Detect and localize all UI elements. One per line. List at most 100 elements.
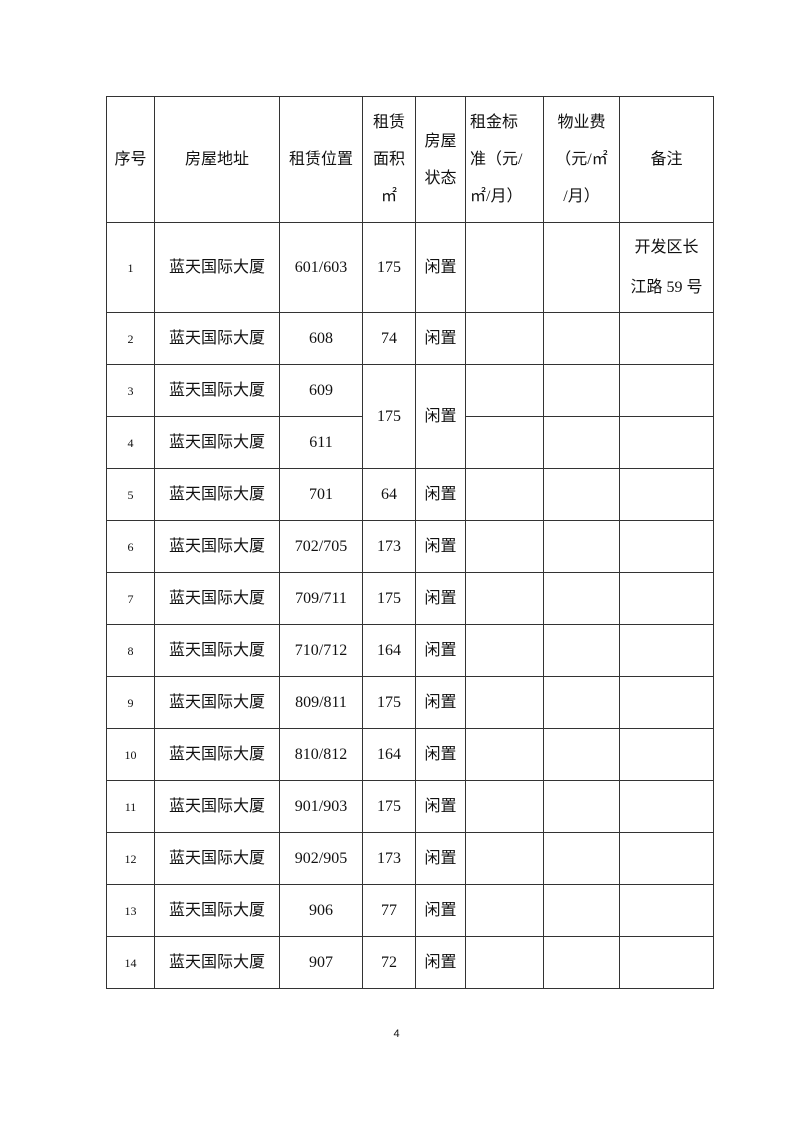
cell-note xyxy=(619,676,714,729)
cell-location: 709/711 xyxy=(279,572,363,625)
header-line: 租金标 xyxy=(470,114,519,131)
cell-rent xyxy=(465,624,544,677)
cell-location: 710/712 xyxy=(279,624,363,677)
table-row: 8 蓝天国际大厦 710/712 164 闲置 xyxy=(106,624,714,677)
cell-note xyxy=(619,728,714,781)
cell-fee xyxy=(543,624,620,677)
cell-area: 72 xyxy=(362,936,416,989)
cell-fee xyxy=(543,676,620,729)
cell-address: 蓝天国际大厦 xyxy=(154,468,280,521)
cell-address: 蓝天国际大厦 xyxy=(154,936,280,989)
cell-address: 蓝天国际大厦 xyxy=(154,222,280,313)
table-row: 1 蓝天国际大厦 601/603 175 闲置 开发区长 江路 59 号 xyxy=(106,222,714,313)
cell-location: 608 xyxy=(279,312,363,365)
cell-fee xyxy=(543,780,620,833)
cell-no: 12 xyxy=(106,832,155,885)
cell-address: 蓝天国际大厦 xyxy=(154,728,280,781)
note-line: 江路 59 号 xyxy=(630,278,703,296)
cell-status: 闲置 xyxy=(415,624,466,677)
cell-area: 175 xyxy=(362,364,416,469)
table-row: 11 蓝天国际大厦 901/903 175 闲置 xyxy=(106,780,714,833)
cell-note xyxy=(619,624,714,677)
cell-status: 闲置 xyxy=(415,832,466,885)
cell-fee xyxy=(543,222,620,313)
page-number: 4 xyxy=(393,1028,400,1040)
header-line: 房屋地址 xyxy=(184,151,249,168)
cell-fee xyxy=(543,936,620,989)
cell-fee xyxy=(543,884,620,937)
cell-status: 闲置 xyxy=(415,728,466,781)
table-row: 10 蓝天国际大厦 810/812 164 闲置 xyxy=(106,728,714,781)
cell-note: 开发区长 江路 59 号 xyxy=(619,222,714,313)
header-line: 租赁 xyxy=(372,114,405,131)
cell-fee xyxy=(543,416,620,469)
cell-rent xyxy=(465,312,544,365)
table-row: 4 蓝天国际大厦 611 xyxy=(106,416,714,469)
cell-rent xyxy=(465,520,544,573)
cell-address: 蓝天国际大厦 xyxy=(154,312,280,365)
table-row: 6 蓝天国际大厦 702/705 173 闲置 xyxy=(106,520,714,573)
header-line: 准（元/ xyxy=(470,151,523,168)
cell-note xyxy=(619,312,714,365)
header-line: 状态 xyxy=(424,169,457,187)
cell-rent xyxy=(465,884,544,937)
cell-rent xyxy=(465,222,544,313)
cell-no: 3 xyxy=(106,364,155,417)
cell-location: 611 xyxy=(279,416,363,469)
cell-note xyxy=(619,520,714,573)
cell-no: 14 xyxy=(106,936,155,989)
cell-address: 蓝天国际大厦 xyxy=(154,624,280,677)
cell-note xyxy=(619,780,714,833)
cell-address: 蓝天国际大厦 xyxy=(154,676,280,729)
cell-fee xyxy=(543,364,620,417)
cell-status: 闲置 xyxy=(415,780,466,833)
cell-area: 175 xyxy=(362,780,416,833)
table-row: 3 蓝天国际大厦 609 175 闲置 xyxy=(106,364,714,469)
cell-no: 11 xyxy=(106,780,155,833)
header-line: 备注 xyxy=(650,151,683,168)
table-row: 12 蓝天国际大厦 902/905 173 闲置 xyxy=(106,832,714,885)
cell-no: 7 xyxy=(106,572,155,625)
header-line: 序号 xyxy=(114,151,147,168)
header-fee: 物业费 （元/㎡ /月） xyxy=(543,96,620,223)
cell-rent xyxy=(465,780,544,833)
cell-address: 蓝天国际大厦 xyxy=(154,364,280,417)
header-line: 租赁位置 xyxy=(288,151,353,168)
cell-address: 蓝天国际大厦 xyxy=(154,780,280,833)
header-rent: 租金标 准（元/ ㎡/月） xyxy=(465,96,544,223)
cell-status: 闲置 xyxy=(415,468,466,521)
cell-note xyxy=(619,832,714,885)
cell-no: 13 xyxy=(106,884,155,937)
header-location: 租赁位置 xyxy=(279,96,363,223)
cell-area: 175 xyxy=(362,572,416,625)
cell-area: 175 xyxy=(362,222,416,313)
cell-fee xyxy=(543,832,620,885)
cell-location: 601/603 xyxy=(279,222,363,313)
header-line: 面积 xyxy=(372,151,405,168)
cell-location: 609 xyxy=(279,364,363,417)
cell-note xyxy=(619,416,714,469)
cell-fee xyxy=(543,520,620,573)
cell-rent xyxy=(465,676,544,729)
cell-no: 2 xyxy=(106,312,155,365)
cell-rent xyxy=(465,364,544,417)
cell-note xyxy=(619,468,714,521)
cell-address: 蓝天国际大厦 xyxy=(154,572,280,625)
cell-fee xyxy=(543,572,620,625)
cell-status: 闲置 xyxy=(415,884,466,937)
cell-no: 10 xyxy=(106,728,155,781)
cell-no: 6 xyxy=(106,520,155,573)
cell-status: 闲置 xyxy=(415,520,466,573)
table-row: 14 蓝天国际大厦 907 72 闲置 xyxy=(106,936,714,989)
cell-area: 173 xyxy=(362,832,416,885)
cell-area: 164 xyxy=(362,728,416,781)
header-line: /月） xyxy=(563,188,600,205)
cell-area: 74 xyxy=(362,312,416,365)
header-address: 房屋地址 xyxy=(154,96,280,223)
cell-address: 蓝天国际大厦 xyxy=(154,832,280,885)
table-row: 9 蓝天国际大厦 809/811 175 闲置 xyxy=(106,676,714,729)
header-status: 房屋 状态 xyxy=(415,96,466,223)
cell-no: 4 xyxy=(106,416,155,469)
